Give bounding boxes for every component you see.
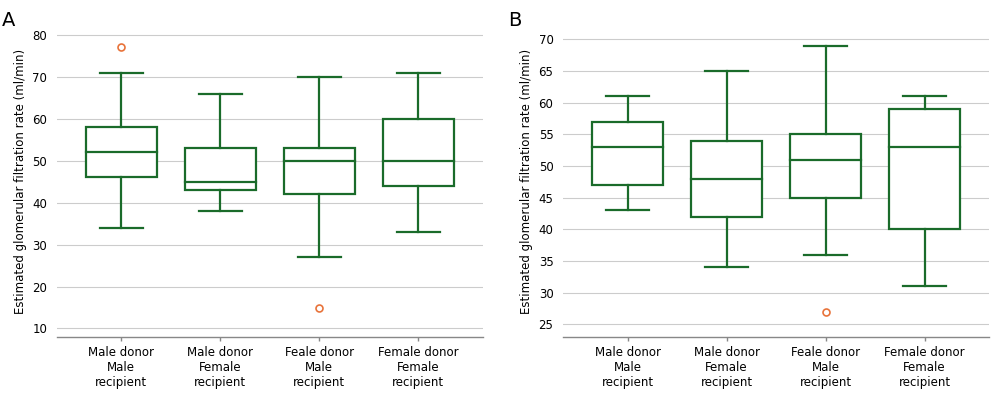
Y-axis label: Estimated glomerular filtration rate (ml/min): Estimated glomerular filtration rate (ml… — [14, 49, 27, 314]
Y-axis label: Estimated glomerular filtration rate (ml/min): Estimated glomerular filtration rate (ml… — [520, 49, 533, 314]
Bar — [86, 127, 157, 178]
Bar — [889, 109, 960, 229]
Bar — [383, 119, 454, 186]
Text: A: A — [2, 11, 15, 30]
Bar — [592, 122, 663, 185]
Text: B: B — [508, 11, 521, 30]
Bar — [691, 140, 762, 216]
Bar — [284, 148, 355, 194]
Bar — [790, 134, 861, 198]
Bar — [185, 148, 256, 190]
